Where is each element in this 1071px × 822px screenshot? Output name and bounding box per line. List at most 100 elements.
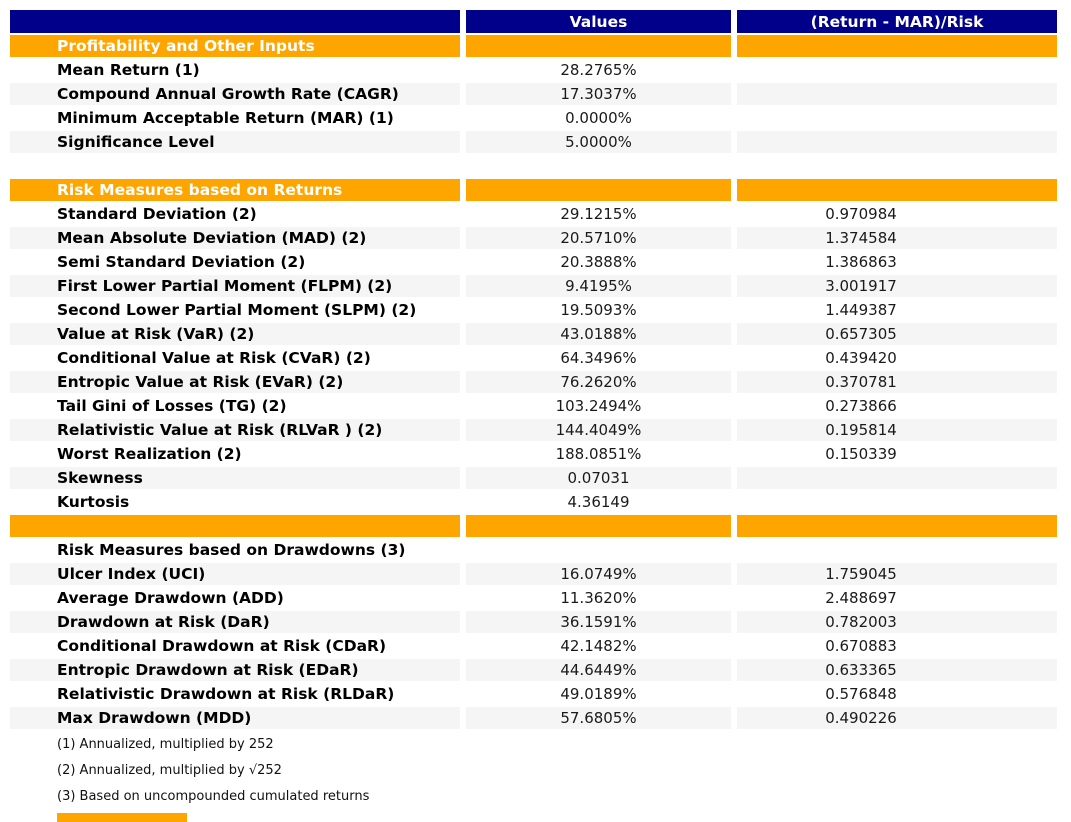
metric-value: 29.1215%	[560, 205, 637, 223]
metric-ratio: 0.670883	[825, 637, 897, 655]
metric-value: 11.3620%	[560, 589, 637, 607]
table-row: Value at Risk (VaR) (2) 43.0188% 0.657305	[10, 323, 1057, 345]
metric-ratio	[737, 59, 1057, 81]
metric-ratio	[737, 35, 1057, 57]
table-row: Compound Annual Growth Rate (CAGR) 17.303…	[10, 83, 1057, 105]
metric-value: 103.2494%	[555, 397, 642, 415]
metric-ratio: 1.759045	[737, 563, 1057, 585]
metric-value: 9.4195%	[466, 275, 731, 297]
metric-ratio: 0.576848	[825, 685, 897, 703]
metric-value: 42.1482%	[560, 637, 637, 655]
metric-ratio	[737, 107, 1057, 129]
metric-ratio	[737, 467, 1057, 489]
metric-label: Worst Realization (2)	[57, 445, 242, 463]
section-header-row: Risk Measures based on Returns	[10, 179, 1057, 201]
table-row: Relativistic Drawdown at Risk (RLDaR) 49.…	[10, 683, 1057, 705]
metric-ratio: 2.488697	[825, 589, 897, 607]
metric-ratio: 0.490226	[737, 707, 1057, 729]
metric-value: 49.0189%	[560, 685, 637, 703]
metric-label: Value at Risk (VaR) (2)	[10, 323, 460, 345]
metric-label: Minimum Acceptable Return (MAR) (1)	[57, 109, 394, 127]
table-row: Conditional Drawdown at Risk (CDaR) 42.14…	[10, 635, 1057, 657]
metric-value: 43.0188%	[466, 323, 731, 345]
metric-ratio: 0.970984	[825, 205, 897, 223]
metric-ratio: 0.150339	[825, 445, 897, 463]
metric-value: 36.1591%	[466, 611, 731, 633]
table-row: Average Drawdown (ADD) 11.3620% 2.488697	[10, 587, 1057, 609]
metric-value: 20.5710%	[466, 227, 731, 249]
table-row: Entropic Value at Risk (EVaR) (2) 76.2620…	[10, 371, 1057, 393]
metric-value: 19.5093%	[560, 301, 637, 319]
metric-label: Mean Return (1)	[57, 61, 200, 79]
metric-ratio: 0.633365	[737, 659, 1057, 681]
metric-label: First Lower Partial Moment (FLPM) (2)	[10, 275, 460, 297]
column-header-ratio: (Return - MAR)/Risk	[737, 10, 1057, 33]
metric-label: Risk Measures based on Drawdowns (3)	[57, 541, 406, 559]
metric-ratio: 1.449387	[825, 301, 897, 319]
column-header-row: Values (Return - MAR)/Risk	[10, 10, 1057, 33]
metric-value: 17.3037%	[466, 83, 731, 105]
metric-value	[466, 155, 731, 177]
table-row: Worst Realization (2) 188.0851% 0.150339	[10, 443, 1057, 465]
table-row: Kurtosis 4.36149	[10, 491, 1057, 513]
truncated-section-band	[57, 813, 187, 822]
metric-ratio: 1.386863	[825, 253, 897, 271]
table-row: Skewness 0.07031	[10, 467, 1057, 489]
report-table-body: Profitability and Other Inputs Mean Retur…	[10, 35, 1057, 729]
risk-report-table: Values (Return - MAR)/Risk Profitability…	[4, 8, 1063, 731]
metric-label: Skewness	[10, 467, 460, 489]
metric-value	[466, 515, 731, 537]
footnote-1: (1) Annualized, multiplied by 252	[57, 737, 274, 752]
metric-value: 0.07031	[466, 467, 731, 489]
metric-value: 20.3888%	[560, 253, 637, 271]
metric-ratio: 0.782003	[737, 611, 1057, 633]
metric-ratio	[737, 515, 1057, 537]
section-title	[10, 515, 460, 537]
table-row: Mean Absolute Deviation (MAD) (2) 20.5710…	[10, 227, 1057, 249]
table-row: Tail Gini of Losses (TG) (2) 103.2494% 0.2…	[10, 395, 1057, 417]
metric-label: Significance Level	[10, 131, 460, 153]
metric-label: Second Lower Partial Moment (SLPM) (2)	[57, 301, 417, 319]
metric-ratio	[737, 83, 1057, 105]
metric-label: Mean Absolute Deviation (MAD) (2)	[10, 227, 460, 249]
metric-label: Kurtosis	[57, 493, 130, 511]
table-row: Significance Level 5.0000%	[10, 131, 1057, 153]
table-row: First Lower Partial Moment (FLPM) (2) 9.4…	[10, 275, 1057, 297]
metric-label: Ulcer Index (UCI)	[10, 563, 460, 585]
metric-value: 4.36149	[567, 493, 630, 511]
metric-value: 5.0000%	[466, 131, 731, 153]
metric-label: Average Drawdown (ADD)	[57, 589, 284, 607]
metric-ratio: 0.657305	[737, 323, 1057, 345]
table-row: Entropic Drawdown at Risk (EDaR) 44.6449%…	[10, 659, 1057, 681]
metric-ratio: 3.001917	[737, 275, 1057, 297]
table-row: Drawdown at Risk (DaR) 36.1591% 0.782003	[10, 611, 1057, 633]
table-row: Conditional Value at Risk (CVaR) (2) 64.3…	[10, 347, 1057, 369]
section-title: Profitability and Other Inputs	[10, 35, 460, 57]
metric-label	[10, 155, 460, 177]
section-header-row	[10, 515, 1057, 537]
table-row: Second Lower Partial Moment (SLPM) (2) 19…	[10, 299, 1057, 321]
metric-ratio: 0.195814	[737, 419, 1057, 441]
column-header-metric	[10, 10, 460, 33]
metric-label: Relativistic Value at Risk (RLVaR ) (2)	[10, 419, 460, 441]
metric-ratio	[737, 491, 1057, 513]
metric-value	[466, 539, 731, 561]
metric-value: 28.2765%	[560, 61, 637, 79]
section-header-row: Profitability and Other Inputs	[10, 35, 1057, 57]
metric-label: Conditional Value at Risk (CVaR) (2)	[57, 349, 371, 367]
metric-ratio: 0.370781	[737, 371, 1057, 393]
metric-label: Conditional Drawdown at Risk (CDaR)	[57, 637, 387, 655]
metric-value	[466, 35, 731, 57]
metric-ratio	[737, 179, 1057, 201]
subheader-row: Risk Measures based on Drawdowns (3)	[10, 539, 1057, 561]
metric-label: Tail Gini of Losses (TG) (2)	[57, 397, 287, 415]
footnote-2: (2) Annualized, multiplied by √252	[57, 763, 282, 778]
metric-ratio	[737, 539, 1057, 561]
metric-label: Entropic Drawdown at Risk (EDaR)	[10, 659, 460, 681]
metric-value: 64.3496%	[560, 349, 637, 367]
metric-value: 16.0749%	[466, 563, 731, 585]
metric-value: 76.2620%	[466, 371, 731, 393]
metric-label: Drawdown at Risk (DaR)	[10, 611, 460, 633]
column-header-values: Values	[466, 10, 731, 33]
